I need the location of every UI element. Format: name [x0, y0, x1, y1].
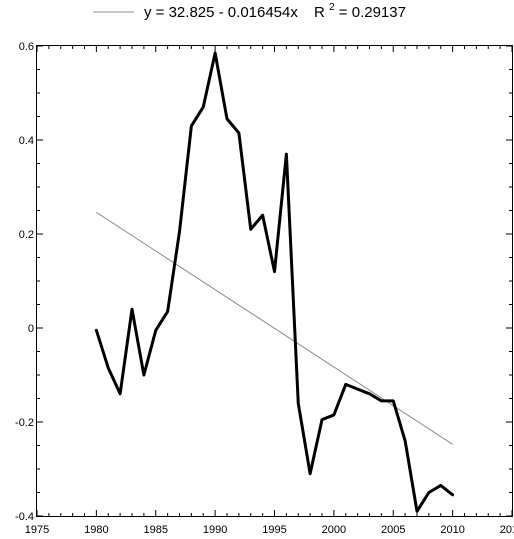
x-tick-label: 2010 — [440, 524, 464, 536]
y-tick-label: 0.2 — [19, 229, 34, 241]
plot-frame — [36, 45, 513, 517]
legend-r2-label: R — [314, 4, 325, 21]
x-tick-label: 1980 — [84, 524, 108, 536]
x-tick-label: 2005 — [381, 524, 405, 536]
axes: 1975 1980 1985 1990 1995 2000 2005 2010 2015 -0.4… — [15, 41, 514, 536]
x-tick-label: 1995 — [262, 524, 286, 536]
x-tick-label: 2015 — [500, 524, 514, 536]
legend-r2-value: = 0.29137 — [339, 4, 406, 21]
x-tick-label: 1975 — [25, 524, 49, 536]
legend-trendline-equation: y = 32.825 - 0.016454x R 2 = 0.29137 — [144, 0, 406, 21]
legend-r2-superscript: 2 — [329, 2, 335, 13]
y-tick-label: 0 — [28, 323, 34, 335]
x-tick-label: 1990 — [203, 524, 227, 536]
legend: y = 32.825 - 0.016454x R 2 = 0.29137 — [93, 0, 406, 21]
legend-equation-text: y = 32.825 - 0.016454x — [144, 4, 298, 21]
x-tick-label: 2000 — [322, 524, 346, 536]
y-tick-label: -0.4 — [15, 511, 34, 523]
x-tick-label: 1985 — [144, 524, 168, 536]
y-tick-label: -0.2 — [15, 417, 34, 429]
y-tick-label: 0.4 — [19, 135, 34, 147]
plot-area — [94, 51, 455, 513]
y-tick-label: 0.6 — [19, 41, 34, 53]
series-line — [94, 51, 455, 513]
trendline — [96, 211, 453, 445]
